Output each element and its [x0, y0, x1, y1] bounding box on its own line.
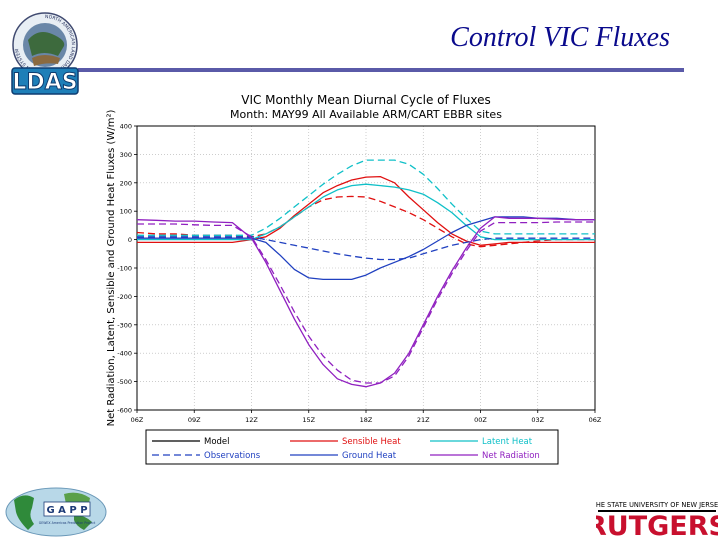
grid-layer	[134, 125, 596, 413]
series-sensible-model	[137, 175, 595, 246]
series-latent-observations	[137, 159, 595, 236]
flux-chart: 400 300 200 100 0 -100 -200 -300 -400 -500 -600 06…	[106, 93, 602, 465]
legend-label: Sensible Heat	[342, 437, 401, 447]
ldas-logo: NORTH AMERICAN LAND DATA ASSIMILATION SY…	[11, 12, 79, 96]
legend: Model Sensible Heat Latent Heat Observation…	[152, 437, 540, 461]
x-tick-label: 21Z	[417, 416, 430, 424]
legend-box	[145, 429, 559, 465]
gapp-logo-subtext: GEWEX Americas Prediction Project	[39, 521, 96, 525]
title-rule	[78, 68, 684, 72]
rutgers-logo-text: RUTGERS	[596, 511, 718, 538]
y-tick-label: 100	[120, 208, 132, 216]
y-tick-label: -400	[117, 350, 132, 358]
series-ground-model	[137, 216, 595, 281]
series-net-model	[136, 216, 595, 388]
x-tick-label: 09Z	[188, 416, 201, 424]
y-tick-label: -500	[117, 378, 132, 386]
rutgers-logo: THE STATE UNIVERSITY OF NEW JERSEY RUTGE…	[596, 501, 718, 538]
x-tick-label: 06Z	[131, 416, 144, 424]
legend-label: Net Radiation	[482, 451, 540, 461]
gapp-logo: G A P P GEWEX Americas Prediction Projec…	[5, 487, 107, 537]
chart-title: VIC Monthly Mean Diurnal Cycle of Fluxes	[241, 93, 491, 107]
y-tick-label: 200	[120, 179, 132, 187]
series-layer	[136, 159, 595, 388]
y-tick-label: 300	[120, 151, 132, 159]
y-axis-label: Net Radiation, Latent, Sensible and Grou…	[106, 110, 117, 427]
chart-subtitle: Month: MAY99 All Available ARM/CART EBBR…	[230, 108, 502, 121]
plot-frame	[136, 125, 596, 411]
x-tick-label: 03Z	[531, 416, 544, 424]
gapp-logo-text: G A P P	[46, 505, 87, 516]
y-tick-label: -200	[117, 293, 132, 301]
x-tick-label: 00Z	[474, 416, 487, 424]
series-ground-observations	[137, 236, 595, 261]
x-tick-label: 18Z	[360, 416, 373, 424]
slide-title: Control VIC Fluxes	[450, 22, 670, 53]
series-latent-model	[137, 183, 595, 241]
legend-label: Observations	[204, 451, 261, 461]
x-tick-labels: 06Z 09Z 12Z 15Z 18Z 21Z 00Z 03Z 06Z	[131, 416, 602, 424]
series-net-observations	[137, 221, 595, 384]
legend-label: Model	[204, 437, 230, 447]
x-tick-label: 06Z	[589, 416, 602, 424]
rutgers-logo-top-text: THE STATE UNIVERSITY OF NEW JERSEY	[596, 501, 718, 509]
ldas-logo-text: LDAS	[12, 70, 77, 95]
y-tick-label: 0	[128, 236, 132, 244]
legend-label: Ground Heat	[342, 451, 397, 461]
x-tick-label: 15Z	[302, 416, 315, 424]
y-tick-label: -600	[117, 407, 132, 415]
y-tick-label: -100	[117, 265, 132, 273]
y-tick-label: 400	[120, 123, 132, 131]
legend-label: Latent Heat	[482, 437, 533, 447]
y-tick-labels: 400 300 200 100 0 -100 -200 -300 -400 -500 -600	[117, 123, 132, 415]
x-tick-label: 12Z	[245, 416, 258, 424]
y-tick-label: -300	[117, 321, 132, 329]
